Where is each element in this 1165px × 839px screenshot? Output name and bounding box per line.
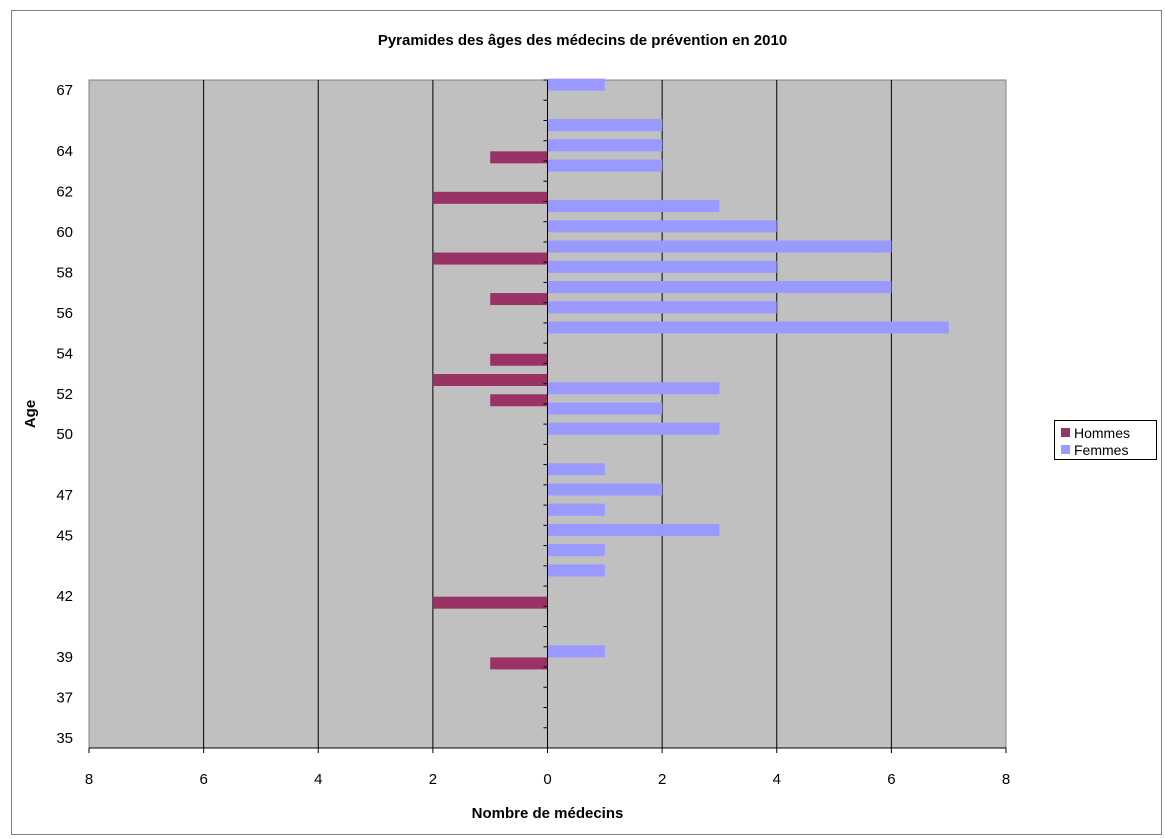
bar-hommes-59 — [432, 252, 548, 265]
bar-hommes-52 — [490, 394, 548, 407]
x-tick-label: 6 — [887, 771, 895, 788]
bar-hommes-62 — [432, 191, 548, 204]
bar-femmes-50 — [547, 422, 720, 435]
bar-femmes-61 — [547, 200, 720, 213]
y-axis-title: Age — [22, 400, 39, 428]
y-tick-label: 50 — [56, 426, 73, 443]
legend: Hommes Femmes — [1054, 420, 1157, 460]
axes — [88, 79, 1007, 753]
y-tick-label: 60 — [56, 224, 73, 241]
x-tick-label: 2 — [658, 771, 666, 788]
x-axis-title: Nombre de médecins — [472, 805, 624, 822]
x-tick-label: 4 — [773, 771, 781, 788]
bar-hommes-64 — [490, 151, 548, 164]
y-tick-label: 56 — [56, 305, 73, 322]
bar-femmes-52 — [547, 382, 720, 395]
y-tick-label: 62 — [56, 183, 73, 200]
x-tick-label: 8 — [1002, 771, 1010, 788]
legend-swatch-femmes — [1061, 445, 1070, 454]
bar-hommes-53 — [432, 374, 548, 387]
y-tick-label: 39 — [56, 649, 73, 666]
bar-femmes-56 — [547, 301, 777, 314]
x-tick-label: 8 — [85, 771, 93, 788]
bar-femmes-44 — [547, 544, 605, 557]
y-tick-label: 42 — [56, 588, 73, 605]
x-tick-label: 4 — [314, 771, 322, 788]
x-tick-labels: 8 6 4 2 0 2 4 6 8 — [85, 771, 1010, 788]
bar-femmes-57 — [547, 281, 892, 294]
bar-femmes-45 — [547, 523, 720, 536]
bar-femmes-48 — [547, 463, 605, 476]
bar-femmes-65 — [547, 119, 663, 132]
bar-femmes-55 — [547, 321, 949, 334]
bar-femmes-47 — [547, 483, 663, 496]
y-tick-label: 54 — [56, 345, 73, 362]
y-tick-label: 35 — [56, 730, 73, 747]
bar-femmes-64 — [547, 139, 663, 152]
y-tick-label: 67 — [56, 82, 73, 99]
legend-item-hommes: Hommes — [1061, 424, 1156, 441]
y-tick-label: 45 — [56, 527, 73, 544]
bar-hommes-42 — [432, 596, 548, 609]
bar-hommes-54 — [490, 353, 548, 366]
bar-femmes-51 — [547, 402, 663, 415]
bar-femmes-58 — [547, 260, 777, 273]
bar-femmes-43 — [547, 564, 605, 577]
bar-hommes-57 — [490, 293, 548, 306]
bars — [432, 78, 949, 670]
y-tick-label: 58 — [56, 264, 73, 281]
x-tick-label: 6 — [199, 771, 207, 788]
legend-swatch-hommes — [1061, 428, 1070, 437]
y-tick-label: 64 — [56, 143, 73, 160]
y-tick-label: 52 — [56, 386, 73, 403]
y-tick-labels: 35 37 39 42 45 47 50 52 54 56 58 60 62 64 67 — [56, 82, 73, 747]
bar-femmes-46 — [547, 503, 605, 516]
bar-femmes-60 — [547, 220, 777, 233]
legend-item-femmes: Femmes — [1061, 441, 1156, 458]
x-tick-label: 2 — [429, 771, 437, 788]
bar-femmes-63 — [547, 159, 663, 172]
legend-label-hommes: Hommes — [1074, 424, 1131, 441]
bar-hommes-39 — [490, 657, 548, 670]
y-tick-label: 47 — [56, 487, 73, 504]
chart-title: Pyramides des âges des médecins de préve… — [377, 32, 788, 49]
bar-femmes-39 — [547, 645, 605, 658]
bar-femmes-67 — [547, 78, 605, 91]
bar-femmes-59 — [547, 240, 892, 253]
legend-label-femmes: Femmes — [1074, 441, 1129, 458]
y-tick-label: 37 — [56, 689, 73, 706]
x-tick-label: 0 — [543, 771, 551, 788]
